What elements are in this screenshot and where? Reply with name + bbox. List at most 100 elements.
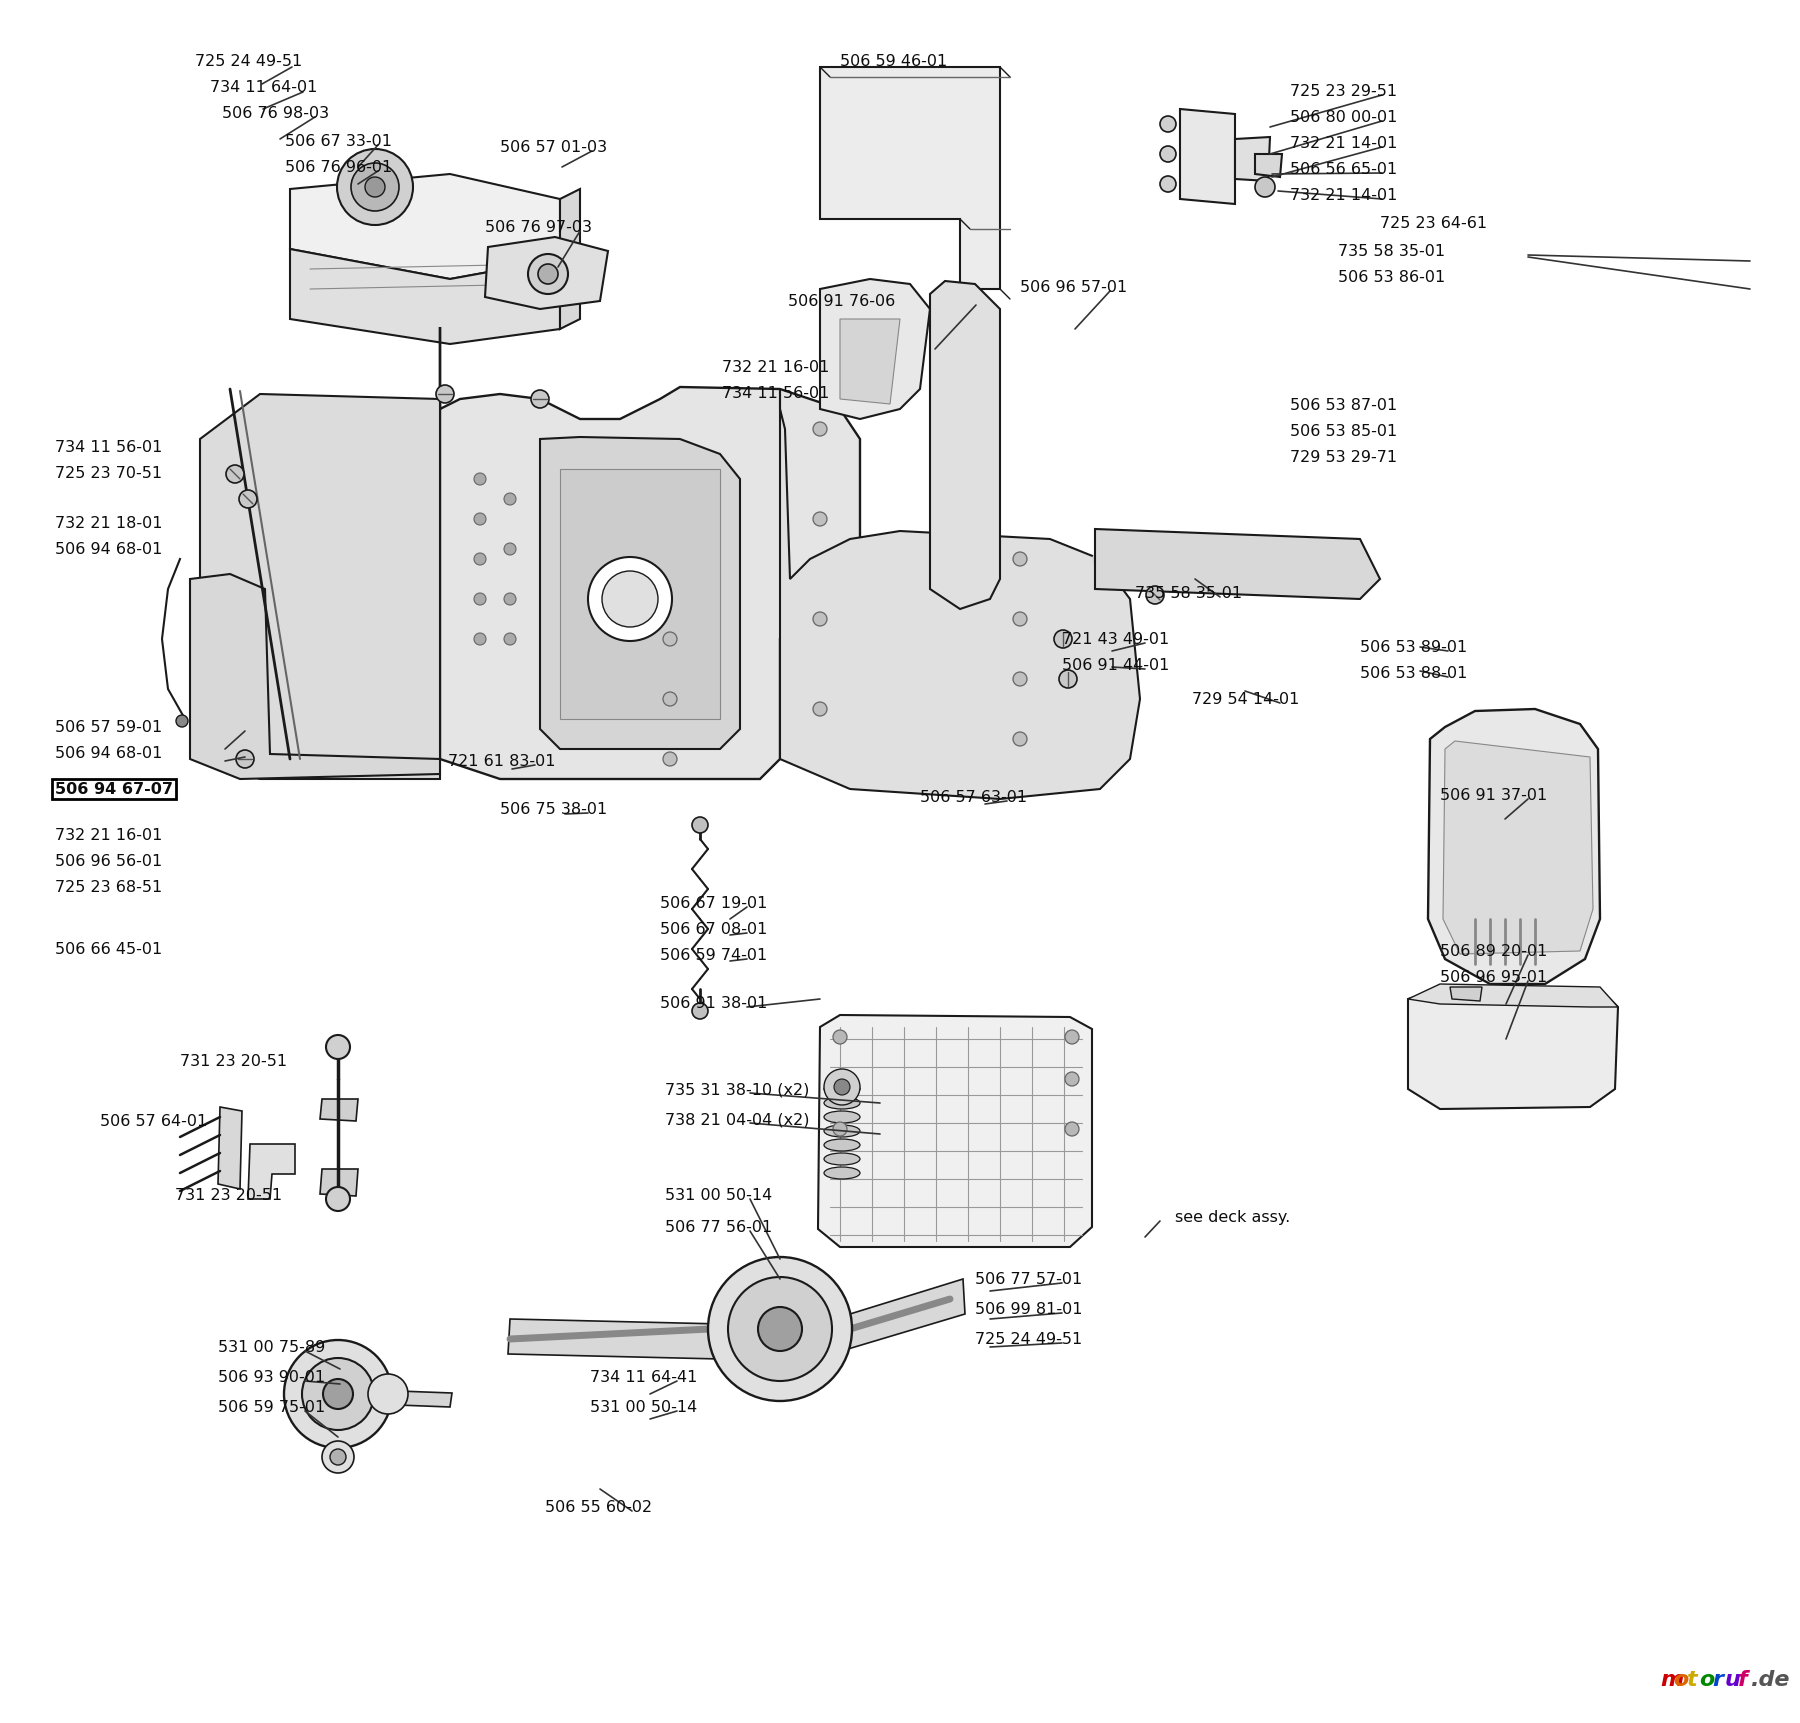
Polygon shape [821, 279, 931, 420]
Text: 721 43 49-01: 721 43 49-01 [1062, 632, 1170, 648]
Text: 732 21 16-01: 732 21 16-01 [722, 360, 830, 376]
Text: 729 53 29-71: 729 53 29-71 [1291, 450, 1397, 465]
Text: 729 54 14-01: 729 54 14-01 [1192, 693, 1300, 706]
Circle shape [691, 1003, 707, 1020]
Text: 506 59 46-01: 506 59 46-01 [841, 55, 947, 69]
Polygon shape [848, 1278, 965, 1349]
Text: 732 21 16-01: 732 21 16-01 [56, 829, 162, 843]
Circle shape [824, 1070, 860, 1106]
Polygon shape [560, 470, 720, 720]
Text: 506 76 97-03: 506 76 97-03 [484, 221, 592, 236]
Circle shape [1066, 1030, 1078, 1044]
Polygon shape [817, 1015, 1093, 1247]
Text: 506 67 08-01: 506 67 08-01 [661, 922, 767, 937]
Text: 506 91 38-01: 506 91 38-01 [661, 996, 767, 1011]
Circle shape [329, 1449, 346, 1465]
Text: 725 23 70-51: 725 23 70-51 [56, 467, 162, 481]
Text: 506 76 98-03: 506 76 98-03 [221, 107, 329, 121]
Polygon shape [200, 395, 439, 779]
Polygon shape [779, 389, 1139, 799]
Circle shape [473, 594, 486, 606]
Text: 506 53 88-01: 506 53 88-01 [1361, 667, 1467, 681]
Ellipse shape [824, 1166, 860, 1179]
Circle shape [662, 753, 677, 767]
Text: 506 57 59-01: 506 57 59-01 [56, 720, 162, 736]
Polygon shape [1408, 984, 1618, 1008]
Text: 506 57 63-01: 506 57 63-01 [920, 791, 1028, 805]
Text: 734 11 64-01: 734 11 64-01 [211, 81, 317, 95]
Text: 506 55 60-02: 506 55 60-02 [545, 1499, 652, 1515]
Text: see deck assy.: see deck assy. [1175, 1210, 1291, 1225]
Circle shape [473, 513, 486, 526]
Polygon shape [439, 327, 860, 779]
Text: 506 53 89-01: 506 53 89-01 [1361, 641, 1467, 655]
Polygon shape [290, 250, 560, 345]
Text: 731 23 20-51: 731 23 20-51 [180, 1054, 288, 1068]
Circle shape [322, 1378, 353, 1409]
Circle shape [814, 513, 826, 527]
Circle shape [833, 1079, 850, 1096]
Text: 735 58 35-01: 735 58 35-01 [1337, 245, 1445, 260]
Polygon shape [484, 238, 608, 310]
Circle shape [1159, 146, 1175, 164]
Text: 506 89 20-01: 506 89 20-01 [1440, 944, 1548, 960]
Circle shape [236, 751, 254, 768]
Text: 732 21 14-01: 732 21 14-01 [1291, 136, 1397, 152]
Circle shape [436, 386, 454, 403]
Circle shape [176, 715, 187, 727]
Polygon shape [841, 320, 900, 405]
Text: 506 94 67-07: 506 94 67-07 [56, 782, 173, 798]
Circle shape [1066, 1122, 1078, 1137]
Circle shape [662, 693, 677, 706]
Polygon shape [1408, 987, 1618, 1110]
Text: 735 31 38-10 (x2): 735 31 38-10 (x2) [664, 1082, 810, 1098]
Text: u: u [1724, 1670, 1741, 1689]
Polygon shape [248, 1144, 295, 1199]
Circle shape [504, 495, 517, 507]
Ellipse shape [824, 1139, 860, 1151]
Circle shape [326, 1036, 349, 1060]
Circle shape [1159, 177, 1175, 193]
Circle shape [1058, 670, 1076, 689]
Polygon shape [1427, 710, 1600, 984]
Text: 725 24 49-51: 725 24 49-51 [194, 55, 302, 69]
Text: m: m [1660, 1670, 1683, 1689]
Text: 506 53 86-01: 506 53 86-01 [1337, 271, 1445, 286]
Circle shape [473, 553, 486, 565]
Text: 506 91 37-01: 506 91 37-01 [1440, 787, 1548, 803]
Text: 531 00 50-14: 531 00 50-14 [664, 1187, 772, 1203]
Text: 721 61 83-01: 721 61 83-01 [448, 755, 556, 768]
Ellipse shape [824, 1153, 860, 1165]
Text: 506 67 33-01: 506 67 33-01 [284, 134, 392, 150]
Circle shape [1013, 553, 1028, 567]
Text: 506 99 81-01: 506 99 81-01 [976, 1303, 1082, 1316]
Text: t: t [1687, 1670, 1697, 1689]
Polygon shape [540, 438, 740, 750]
Polygon shape [560, 190, 580, 329]
Text: 506 53 85-01: 506 53 85-01 [1291, 424, 1397, 439]
Text: 725 23 68-51: 725 23 68-51 [56, 880, 162, 894]
Text: o: o [1672, 1670, 1688, 1689]
Circle shape [351, 164, 400, 212]
Text: 506 91 76-06: 506 91 76-06 [788, 295, 895, 310]
Polygon shape [931, 283, 1001, 610]
Ellipse shape [824, 1125, 860, 1137]
Circle shape [322, 1440, 355, 1473]
Polygon shape [1094, 529, 1381, 600]
Text: 506 67 19-01: 506 67 19-01 [661, 896, 767, 911]
Circle shape [367, 1375, 409, 1415]
Text: 734 11 56-01: 734 11 56-01 [722, 386, 830, 401]
Circle shape [707, 1258, 851, 1401]
Text: f: f [1739, 1670, 1748, 1689]
Circle shape [833, 1072, 848, 1087]
Text: 506 57 64-01: 506 57 64-01 [101, 1113, 207, 1129]
Text: 735 58 35-01: 735 58 35-01 [1136, 586, 1242, 601]
Circle shape [227, 465, 245, 484]
Circle shape [1055, 631, 1073, 648]
Circle shape [1159, 117, 1175, 133]
Text: 506 94 68-01: 506 94 68-01 [56, 543, 162, 557]
Circle shape [504, 594, 517, 606]
Polygon shape [320, 1099, 358, 1122]
Circle shape [1255, 177, 1274, 198]
Text: 732 21 18-01: 732 21 18-01 [56, 517, 162, 531]
